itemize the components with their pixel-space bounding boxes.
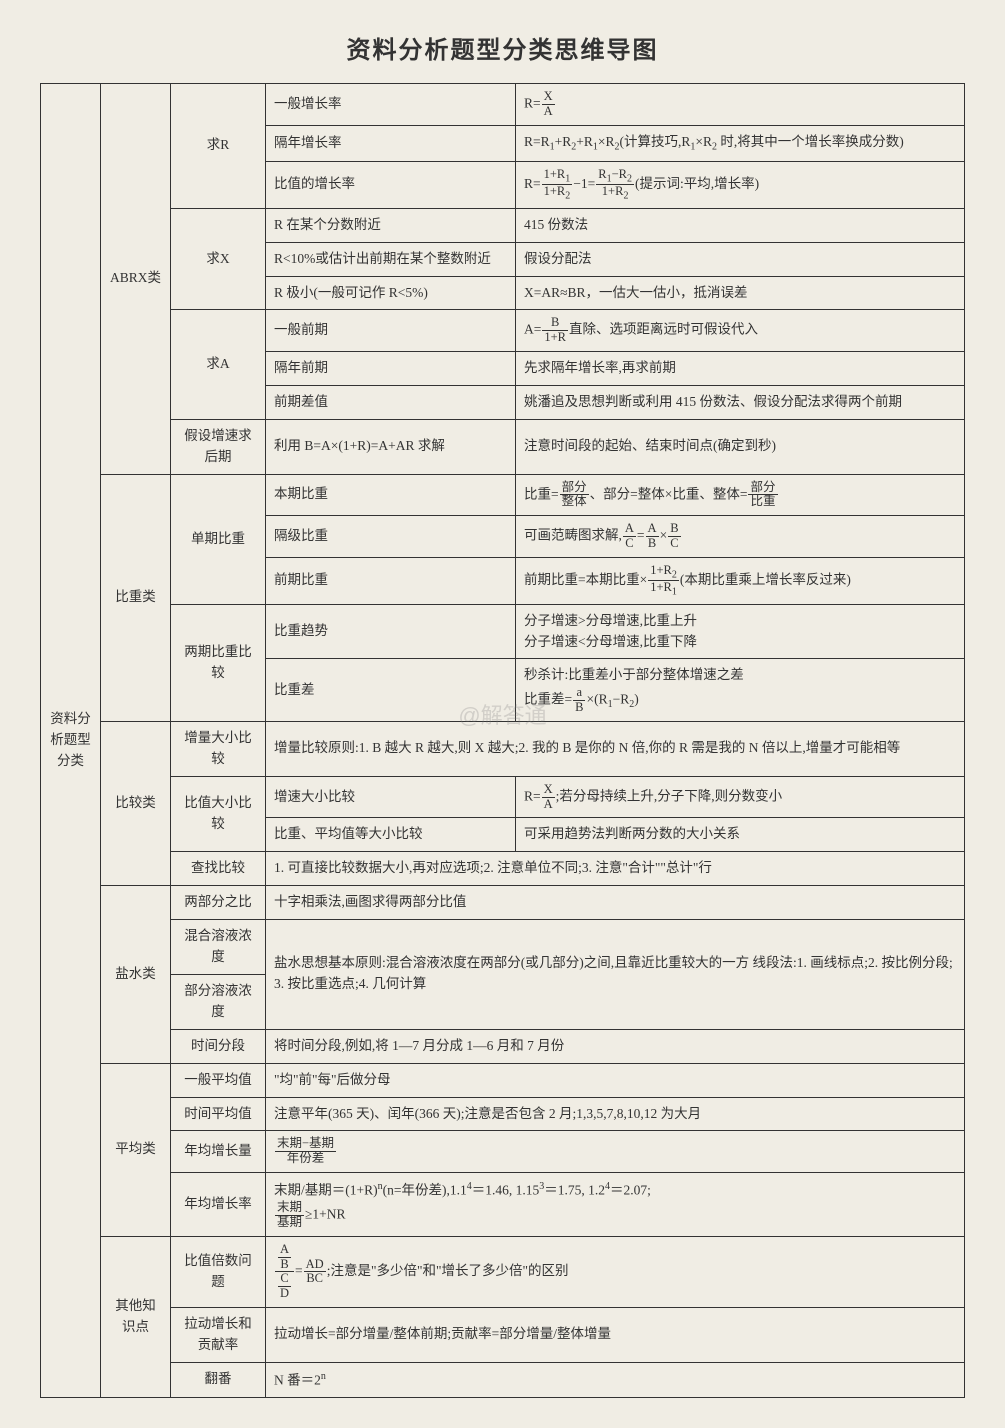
content-cell: "均"前"每"后做分母: [266, 1063, 965, 1097]
col4-cell: 比重、平均值等大小比较: [266, 818, 516, 852]
group-cell: 比重类: [101, 474, 171, 721]
col4-cell: 比重趋势: [266, 604, 516, 659]
sub-cell: 混合溶液浓度: [171, 920, 266, 975]
col5-cell: 可采用趋势法判断两分数的大小关系: [516, 818, 965, 852]
group-cell: 盐水类: [101, 886, 171, 1064]
group-cell: 平均类: [101, 1063, 171, 1236]
content-cell: 拉动增长=部分增量/整体前期;贡献率=部分增量/整体增量: [266, 1307, 965, 1362]
content-cell: 盐水思想基本原则:混合溶液浓度在两部分(或几部分)之间,且靠近比重较大的一方 线…: [266, 920, 965, 1030]
sub-cell: 比值倍数问题: [171, 1236, 266, 1307]
sub-cell: 求X: [171, 208, 266, 310]
col4-cell: 一般增长率: [266, 84, 516, 126]
sub-cell: 两期比重比较: [171, 604, 266, 721]
col5-cell: 秒杀计:比重差小于部分整体增速之差比重差=aB×(R1−R2): [516, 659, 965, 721]
sub-cell: 一般平均值: [171, 1063, 266, 1097]
sub-cell: 部分溶液浓度: [171, 974, 266, 1029]
sub-cell: 两部分之比: [171, 886, 266, 920]
page-title: 资料分析题型分类思维导图: [40, 30, 965, 65]
col5-cell: A=B1+R直除、选项距离远时可假设代入: [516, 310, 965, 352]
sub-cell: 求R: [171, 84, 266, 209]
col5-cell: R=XA;若分母持续上升,分子下降,则分数变小: [516, 776, 965, 818]
root-cell: 资料分析题型分类: [41, 84, 101, 1398]
col4-cell: 比值的增长率: [266, 161, 516, 208]
sub-cell: 比值大小比较: [171, 776, 266, 851]
col4-cell: 增速大小比较: [266, 776, 516, 818]
col5-cell: 姚潘追及思想判断或利用 415 份数法、假设分配法求得两个前期: [516, 385, 965, 419]
col5-cell: 先求隔年增长率,再求前期: [516, 351, 965, 385]
sub-cell: 时间平均值: [171, 1097, 266, 1131]
mindmap-table: 资料分析题型分类ABRX类求R一般增长率R=XA隔年增长率R=R1+R2+R1×…: [40, 83, 965, 1398]
col5-cell: R=R1+R2+R1×R2(计算技巧,R1×R2 时,将其中一个增长率换成分数): [516, 125, 965, 161]
sub-cell: 年均增长量: [171, 1131, 266, 1173]
group-cell: ABRX类: [101, 84, 171, 475]
col4-cell: 比重差: [266, 659, 516, 721]
sub-cell: 时间分段: [171, 1029, 266, 1063]
sub-cell: 单期比重: [171, 474, 266, 604]
content-cell: ABCD=ADBC;注意是"多少倍"和"增长了多少倍"的区别: [266, 1236, 965, 1307]
col4-cell: 隔年前期: [266, 351, 516, 385]
content-cell: 注意平年(365 天)、闰年(366 天);注意是否包含 2 月;1,3,5,7…: [266, 1097, 965, 1131]
content-cell: 末期−基期年份差: [266, 1131, 965, 1173]
col4-cell: R 在某个分数附近: [266, 208, 516, 242]
col4-cell: 前期差值: [266, 385, 516, 419]
col5-cell: 前期比重=本期比重×1+R21+R1(本期比重乘上增长率反过来): [516, 557, 965, 604]
group-cell: 比较类: [101, 721, 171, 885]
col4-cell: R 极小(一般可记作 R<5%): [266, 276, 516, 310]
col4-cell: 隔级比重: [266, 516, 516, 558]
content-cell: 将时间分段,例如,将 1—7 月分成 1—6 月和 7 月份: [266, 1029, 965, 1063]
col5-cell: 分子增速>分母增速,比重上升分子增速<分母增速,比重下降: [516, 604, 965, 659]
sub-cell: 年均增长率: [171, 1172, 266, 1236]
col5-cell: X=AR≈BR，一估大一估小，抵消误差: [516, 276, 965, 310]
sub-cell: 拉动增长和贡献率: [171, 1307, 266, 1362]
content-cell: 十字相乘法,画图求得两部分比值: [266, 886, 965, 920]
sub-cell: 假设增速求后期: [171, 419, 266, 474]
col5-cell: R=1+R11+R2−1=R1−R21+R2(提示词:平均,增长率): [516, 161, 965, 208]
sub-cell: 查找比较: [171, 852, 266, 886]
col5-cell: 假设分配法: [516, 242, 965, 276]
content-cell: N 番＝2n: [266, 1362, 965, 1397]
col4-cell: 隔年增长率: [266, 125, 516, 161]
col5-cell: 415 份数法: [516, 208, 965, 242]
content-cell: 末期/基期＝(1+R)n(n=年份差),1.14＝1.46, 1.153＝1.7…: [266, 1172, 965, 1236]
content-cell: 增量比较原则:1. B 越大 R 越大,则 X 越大;2. 我的 B 是你的 N…: [266, 721, 965, 776]
col5-cell: 可画范畴图求解,AC=AB×BC: [516, 516, 965, 558]
col4-cell: 一般前期: [266, 310, 516, 352]
sub-cell: 增量大小比较: [171, 721, 266, 776]
group-cell: 其他知识点: [101, 1236, 171, 1397]
content-cell: 1. 可直接比较数据大小,再对应选项;2. 注意单位不同;3. 注意"合计""总…: [266, 852, 965, 886]
col4-cell: 利用 B=A×(1+R)=A+AR 求解: [266, 419, 516, 474]
page: 资料分析题型分类思维导图 @解答通 资料分析题型分类ABRX类求R一般增长率R=…: [40, 30, 965, 1398]
col5-cell: 比重=部分整体、部分=整体×比重、整体=部分比重: [516, 474, 965, 516]
sub-cell: 求A: [171, 310, 266, 419]
sub-cell: 翻番: [171, 1362, 266, 1397]
col4-cell: R<10%或估计出前期在某个整数附近: [266, 242, 516, 276]
col5-cell: 注意时间段的起始、结束时间点(确定到秒): [516, 419, 965, 474]
col5-cell: R=XA: [516, 84, 965, 126]
col4-cell: 本期比重: [266, 474, 516, 516]
col4-cell: 前期比重: [266, 557, 516, 604]
